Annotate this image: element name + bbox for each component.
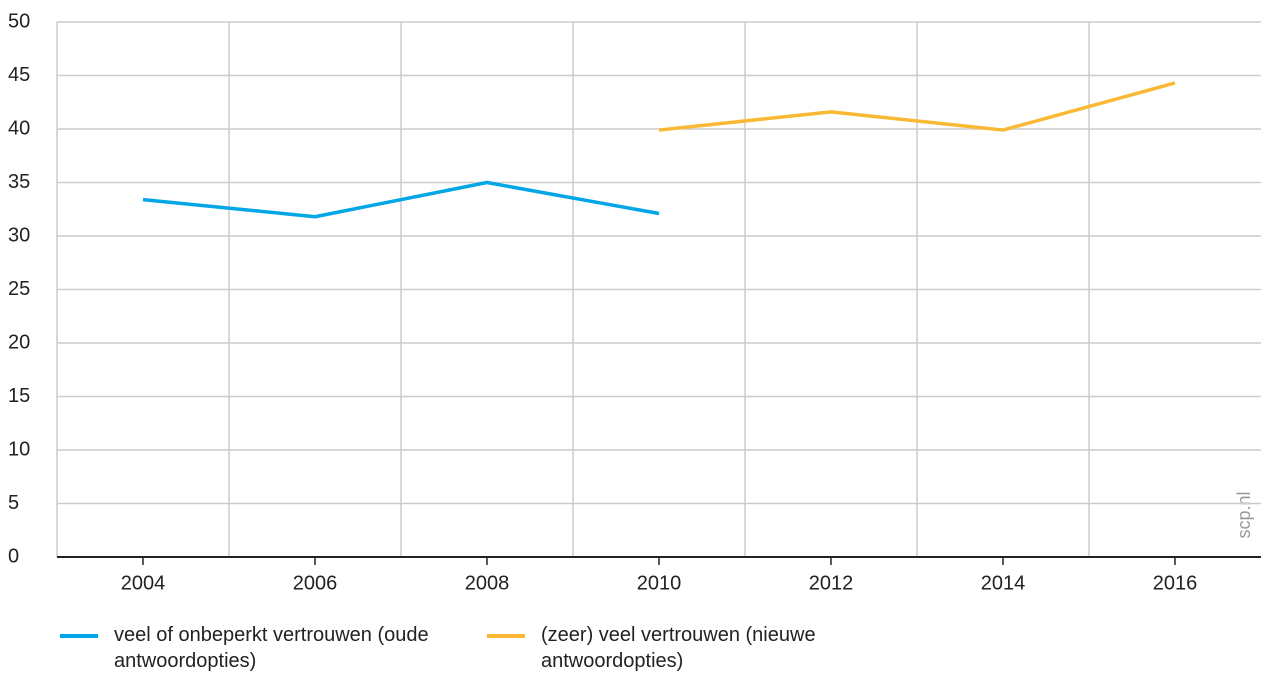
x-tick-label: 2016 (1153, 572, 1198, 594)
y-tick-label: 10 (8, 438, 30, 460)
x-tick-label: 2010 (637, 572, 682, 594)
legend-label: (zeer) veel vertrouwen (nieuwe antwoordo… (541, 624, 816, 672)
x-tick-label: 2006 (293, 572, 338, 594)
legend-item: veel of onbeperkt vertrouwen (oude antwo… (60, 622, 444, 674)
line-series (658, 81, 1176, 132)
x-tick-label: 2004 (121, 572, 166, 594)
y-tick-label: 20 (8, 331, 30, 353)
plot: scp.nl 0 5 10 15 20 25 30 35 40 45 50 2004 2006 2008 2… (8, 10, 1261, 594)
y-tick-label: 15 (8, 385, 30, 407)
y-tick-label: 5 (8, 492, 19, 514)
y-tick-label: 35 (8, 171, 30, 193)
line-series (142, 180, 660, 219)
legend-swatch (60, 634, 98, 638)
legend-swatch (487, 634, 525, 638)
watermark: scp.nl (1234, 491, 1254, 538)
y-tick-label: 25 (8, 278, 30, 300)
y-tick-label: 50 (8, 10, 30, 32)
y-tick-label: 45 (8, 64, 30, 86)
legend-label: veel of onbeperkt vertrouwen (oude antwo… (114, 624, 429, 672)
x-tick-label: 2012 (809, 572, 854, 594)
y-tick-label: 0 (8, 545, 19, 567)
y-tick-label: 40 (8, 117, 30, 139)
x-tick-label: 2014 (981, 572, 1026, 594)
legend-item: (zeer) veel vertrouwen (nieuwe antwoordo… (487, 622, 831, 674)
x-tick-label: 2008 (465, 572, 510, 594)
y-tick-label: 30 (8, 224, 30, 246)
